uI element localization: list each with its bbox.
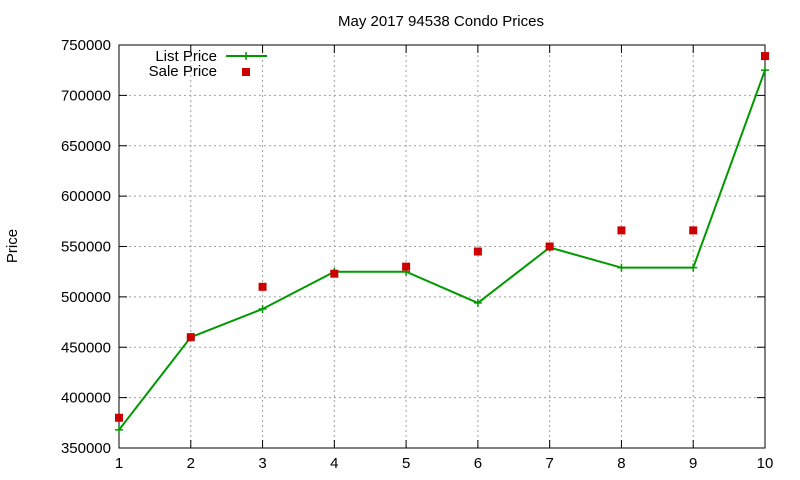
legend-label-list-price: List Price <box>155 48 217 65</box>
y-tick-label: 500000 <box>61 289 111 306</box>
y-tick-label: 600000 <box>61 188 111 205</box>
list-price-point <box>689 263 698 272</box>
y-tick-label: 700000 <box>61 87 111 104</box>
list-price-point <box>115 425 123 434</box>
list-price-line <box>118 69 766 431</box>
legend-marker-sale-price <box>242 68 250 76</box>
x-tick-label: 6 <box>474 455 482 472</box>
sale-price-point <box>402 262 411 271</box>
list-price-point <box>617 263 626 272</box>
sale-price-point <box>617 226 626 235</box>
sale-price-point <box>115 413 123 422</box>
x-tick-label: 9 <box>689 455 697 472</box>
x-tick-label: 2 <box>187 455 195 472</box>
sale-price-point <box>689 226 698 235</box>
list-price-point <box>473 298 482 307</box>
sale-price-point <box>473 247 482 256</box>
y-tick-label: 350000 <box>61 440 111 457</box>
y-tick-label: 450000 <box>61 339 111 356</box>
legend-label-sale-price: Sale Price <box>149 63 217 80</box>
sale-price-point <box>545 242 554 251</box>
axis-ticks: 350000 400000 450000 500000 550000 600000 6500… <box>61 37 773 472</box>
x-tick-label: 3 <box>258 455 266 472</box>
x-tick-label: 8 <box>617 455 625 472</box>
x-tick-label: 10 <box>757 455 774 472</box>
sale-price-point <box>761 52 769 61</box>
x-tick-label: 5 <box>402 455 410 472</box>
chart-title: May 2017 94538 Condo Prices <box>338 13 544 30</box>
list-price-point <box>258 304 267 313</box>
grid <box>119 45 765 448</box>
list-price-point <box>761 66 769 75</box>
legend-marker-list-price <box>242 52 250 60</box>
x-tick-label: 4 <box>330 455 338 472</box>
y-tick-label: 400000 <box>61 390 111 407</box>
y-tick-label: 550000 <box>61 239 111 256</box>
y-tick-label: 750000 <box>61 37 111 54</box>
sale-price-point <box>258 282 267 291</box>
x-tick-label: 1 <box>115 455 123 472</box>
x-tick-label: 7 <box>545 455 553 472</box>
sale-price-point <box>186 333 195 342</box>
sale-price-point <box>330 269 339 278</box>
y-axis-label: Price <box>4 229 21 263</box>
y-tick-label: 650000 <box>61 138 111 155</box>
series-layer <box>115 52 769 434</box>
